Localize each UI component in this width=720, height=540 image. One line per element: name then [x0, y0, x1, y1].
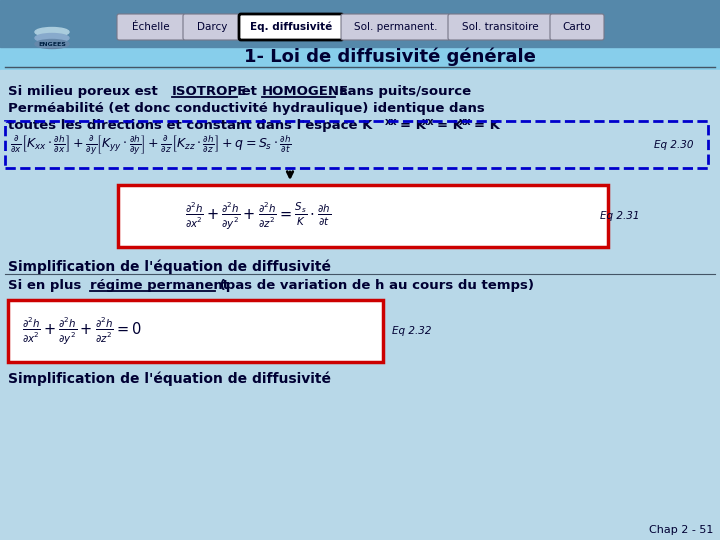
- Text: xx: xx: [459, 117, 472, 127]
- Text: toutes les directions et constant dans l'espace K: toutes les directions et constant dans l…: [8, 119, 372, 132]
- Text: (pas de variation de h au cours du temps): (pas de variation de h au cours du temps…: [215, 279, 534, 292]
- Text: = K: = K: [474, 119, 500, 132]
- Text: Darcy: Darcy: [197, 22, 228, 32]
- FancyBboxPatch shape: [341, 14, 450, 40]
- Text: Échelle: Échelle: [132, 22, 170, 32]
- FancyBboxPatch shape: [8, 300, 383, 362]
- Text: = K: = K: [437, 119, 463, 132]
- Text: et: et: [237, 85, 261, 98]
- Text: 1- Loi de diffusivité générale: 1- Loi de diffusivité générale: [244, 48, 536, 66]
- Text: = K: = K: [400, 119, 426, 132]
- FancyBboxPatch shape: [239, 14, 343, 40]
- Text: Chap 2 - 51: Chap 2 - 51: [649, 525, 713, 535]
- Text: ISOTROPE: ISOTROPE: [172, 85, 247, 98]
- FancyBboxPatch shape: [550, 14, 604, 40]
- Text: xx: xx: [385, 117, 397, 127]
- Text: Simplification de l'équation de diffusivité: Simplification de l'équation de diffusiv…: [8, 259, 331, 273]
- Text: Sol. permanent.: Sol. permanent.: [354, 22, 437, 32]
- Text: Carto: Carto: [563, 22, 591, 32]
- FancyBboxPatch shape: [448, 14, 552, 40]
- FancyBboxPatch shape: [118, 185, 608, 247]
- FancyBboxPatch shape: [183, 14, 241, 40]
- Text: Perméabilité (et donc conductivité hydraulique) identique dans: Perméabilité (et donc conductivité hydra…: [8, 102, 485, 115]
- Text: Sol. transitoire: Sol. transitoire: [462, 22, 539, 32]
- Text: Si en plus: Si en plus: [8, 279, 86, 292]
- Text: Eq 2.32: Eq 2.32: [392, 326, 431, 336]
- Text: Eq 2.30: Eq 2.30: [654, 140, 693, 150]
- Ellipse shape: [35, 39, 69, 49]
- Text: xx: xx: [422, 117, 434, 127]
- Text: Si milieu poreux est: Si milieu poreux est: [8, 85, 163, 98]
- FancyBboxPatch shape: [117, 14, 185, 40]
- Ellipse shape: [35, 33, 69, 43]
- Text: $\frac{\partial}{\partial x}\left[K_{xx}\cdot\frac{\partial h}{\partial x}\right: $\frac{\partial}{\partial x}\left[K_{xx}…: [10, 133, 292, 157]
- Text: sans puits/source: sans puits/source: [335, 85, 471, 98]
- Text: Eq. diffusivité: Eq. diffusivité: [250, 22, 332, 32]
- Text: $\frac{\partial^2 h}{\partial x^2}+ \frac{\partial^2 h}{\partial y^2}+ \frac{\pa: $\frac{\partial^2 h}{\partial x^2}+ \fra…: [185, 200, 331, 232]
- Text: HOMOGENE: HOMOGENE: [262, 85, 349, 98]
- Text: Simplification de l'équation de diffusivité: Simplification de l'équation de diffusiv…: [8, 371, 331, 386]
- Bar: [0, 0, 720, 47]
- Text: Eq 2.31: Eq 2.31: [600, 211, 639, 221]
- Ellipse shape: [35, 28, 69, 37]
- Text: $\frac{\partial^2 h}{\partial x^2}+ \frac{\partial^2 h}{\partial y^2}+ \frac{\pa: $\frac{\partial^2 h}{\partial x^2}+ \fra…: [22, 315, 142, 347]
- Bar: [0, 70, 720, 540]
- Text: régime permanent: régime permanent: [90, 279, 229, 292]
- Text: ENGEES: ENGEES: [38, 43, 66, 48]
